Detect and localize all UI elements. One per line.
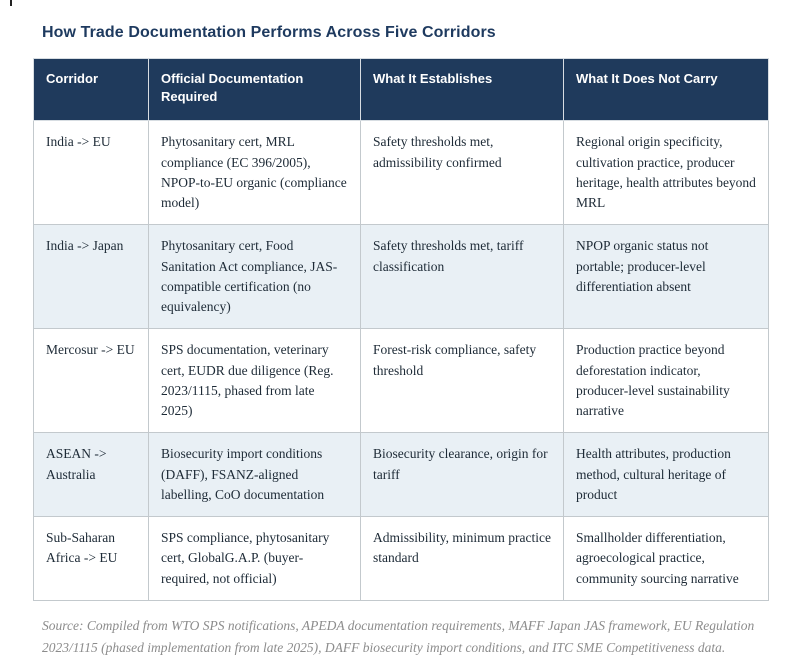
- cell-corridor: India -> Japan: [33, 224, 149, 330]
- cell-corridor: India -> EU: [33, 120, 149, 226]
- cell-not-carry: Regional origin specificity, cultivation…: [563, 120, 769, 226]
- column-header-documentation: Official Documentation Required: [148, 57, 361, 122]
- cell-documentation: Phytosanitary cert, Food Sanitation Act …: [148, 224, 361, 330]
- cell-corridor: Sub-Saharan Africa -> EU: [33, 516, 149, 601]
- cell-documentation: SPS documentation, veterinary cert, EUDR…: [148, 328, 361, 434]
- table-row: India -> EU Phytosanitary cert, MRL compl…: [33, 120, 769, 226]
- cell-not-carry: NPOP organic status not portable; produc…: [563, 224, 769, 330]
- cell-establishes: Biosecurity clearance, origin for tariff: [360, 432, 564, 518]
- table-row: India -> Japan Phytosanitary cert, Food S…: [33, 224, 769, 330]
- cell-establishes: Safety thresholds met, tariff classifica…: [360, 224, 564, 330]
- trade-documentation-table: Corridor Official Documentation Required W…: [33, 57, 769, 601]
- table-row: Mercosur -> EU SPS documentation, veterin…: [33, 328, 769, 434]
- table-header-row: Corridor Official Documentation Required W…: [33, 57, 769, 122]
- cell-establishes: Forest-risk compliance, safety threshold: [360, 328, 564, 434]
- column-header-establishes: What It Establishes: [360, 57, 564, 122]
- cell-corridor: ASEAN -> Australia: [33, 432, 149, 518]
- page-edge-mark: [10, 0, 12, 6]
- cell-corridor: Mercosur -> EU: [33, 328, 149, 434]
- cell-not-carry: Production practice beyond deforestation…: [563, 328, 769, 434]
- cell-documentation: Phytosanitary cert, MRL compliance (EC 3…: [148, 120, 361, 226]
- table-row: Sub-Saharan Africa -> EU SPS compliance, …: [33, 516, 769, 601]
- table-row: ASEAN -> Australia Biosecurity import con…: [33, 432, 769, 518]
- cell-establishes: Admissibility, minimum practice standard: [360, 516, 564, 601]
- column-header-not-carry: What It Does Not Carry: [563, 57, 769, 122]
- source-note: Source: Compiled from WTO SPS notificati…: [42, 617, 755, 656]
- cell-documentation: Biosecurity import conditions (DAFF), FS…: [148, 432, 361, 518]
- cell-not-carry: Smallholder differentiation, agroecologi…: [563, 516, 769, 601]
- cell-documentation: SPS compliance, phytosanitary cert, Glob…: [148, 516, 361, 601]
- page-title: How Trade Documentation Performs Across …: [42, 24, 496, 41]
- cell-establishes: Safety thresholds met, admissibility con…: [360, 120, 564, 226]
- cell-not-carry: Health attributes, production method, cu…: [563, 432, 769, 518]
- column-header-corridor: Corridor: [33, 57, 149, 122]
